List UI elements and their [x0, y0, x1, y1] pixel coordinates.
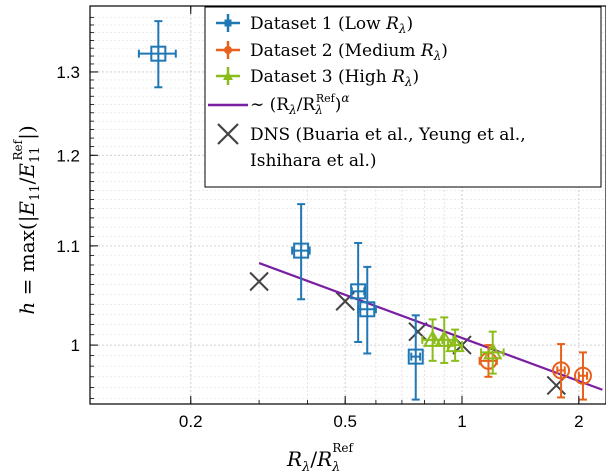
error-bar [421, 318, 444, 362]
legend-item-1: Dataset 1 (Low Rλ) [216, 14, 413, 36]
error-bar [480, 330, 505, 375]
marker-shape [573, 366, 592, 385]
legend: Dataset 1 (Low Rλ) Dataset 2 (Medium Rλ) D… [204, 6, 602, 188]
dns-point [249, 271, 269, 292]
y-tick-label: 1.2 [56, 146, 80, 165]
legend-label: Dataset 3 (High Rλ) [250, 67, 419, 89]
dataset-3-point [434, 329, 454, 347]
x-axis-title: Rλ/RλRef [286, 441, 355, 475]
data-layer [137, 20, 603, 401]
legend-x-stroke [217, 123, 239, 145]
legend-label-line: Ishihara et al.) [250, 151, 376, 171]
dataset-1-point [407, 348, 424, 365]
power-law-fit-line [258, 262, 603, 391]
error-bar [577, 351, 589, 401]
dataset-1-point [350, 283, 367, 300]
x-tick-label: 0.2 [179, 412, 203, 431]
marker-shape [552, 361, 571, 380]
legend-marker [224, 19, 232, 27]
legend-label: ∼ (Rλ/RλRef)α [250, 91, 349, 117]
dataset-1-point [359, 301, 376, 318]
x-tick-label: 0.5 [333, 412, 357, 431]
legend-label-line: DNS (Buaria et al., Yeung et al., [250, 125, 526, 145]
dataset-2-point [552, 361, 571, 380]
dataset-1-point [293, 242, 310, 259]
marker-shape [359, 301, 376, 318]
error-bar [410, 314, 422, 401]
y-tick-label: 1.3 [56, 63, 80, 82]
dns-point [546, 375, 567, 396]
marker-stroke [408, 321, 428, 342]
marker-shape [407, 348, 424, 365]
marker-stroke [249, 271, 269, 292]
legend-marker [224, 46, 232, 54]
legend-item-5: DNS (Buaria et al., Yeung et al., Ishiha… [217, 123, 526, 171]
marker-shape [483, 342, 503, 360]
dataset-3-point [445, 335, 465, 353]
marker-stroke [546, 375, 567, 396]
error-bar [291, 203, 311, 301]
legend-label: Dataset 2 (Medium Rλ) [250, 41, 448, 63]
dns-point [408, 321, 428, 342]
marker-shape [445, 335, 465, 353]
dataset-2-point [573, 366, 592, 385]
legend-item-4: ∼ (Rλ/RλRef)α [208, 91, 349, 117]
marker-shape [350, 283, 367, 300]
legend-item-3: Dataset 3 (High Rλ) [216, 67, 419, 89]
legend-marker [223, 71, 233, 80]
marker-shape [293, 242, 310, 259]
dataset-3-point [483, 342, 503, 360]
error-bar [556, 343, 566, 399]
x-tick-label: 1 [457, 412, 466, 431]
y-tick-label: 1 [71, 336, 80, 355]
legend-label: Dataset 1 (Low Rλ) [250, 14, 413, 36]
y-axis-title: h = max(|E11/E11Ref|) [11, 125, 43, 314]
y-tick-label: 1.1 [56, 237, 80, 256]
dataset-1-point [150, 45, 167, 62]
marker-shape [150, 45, 167, 62]
x-tick-label: 2 [574, 412, 583, 431]
error-bar [137, 20, 177, 89]
legend-item-2: Dataset 2 (Medium Rλ) [216, 41, 448, 63]
plot-frame [89, 5, 606, 405]
marker-shape [434, 329, 454, 347]
legend-box [204, 6, 602, 188]
